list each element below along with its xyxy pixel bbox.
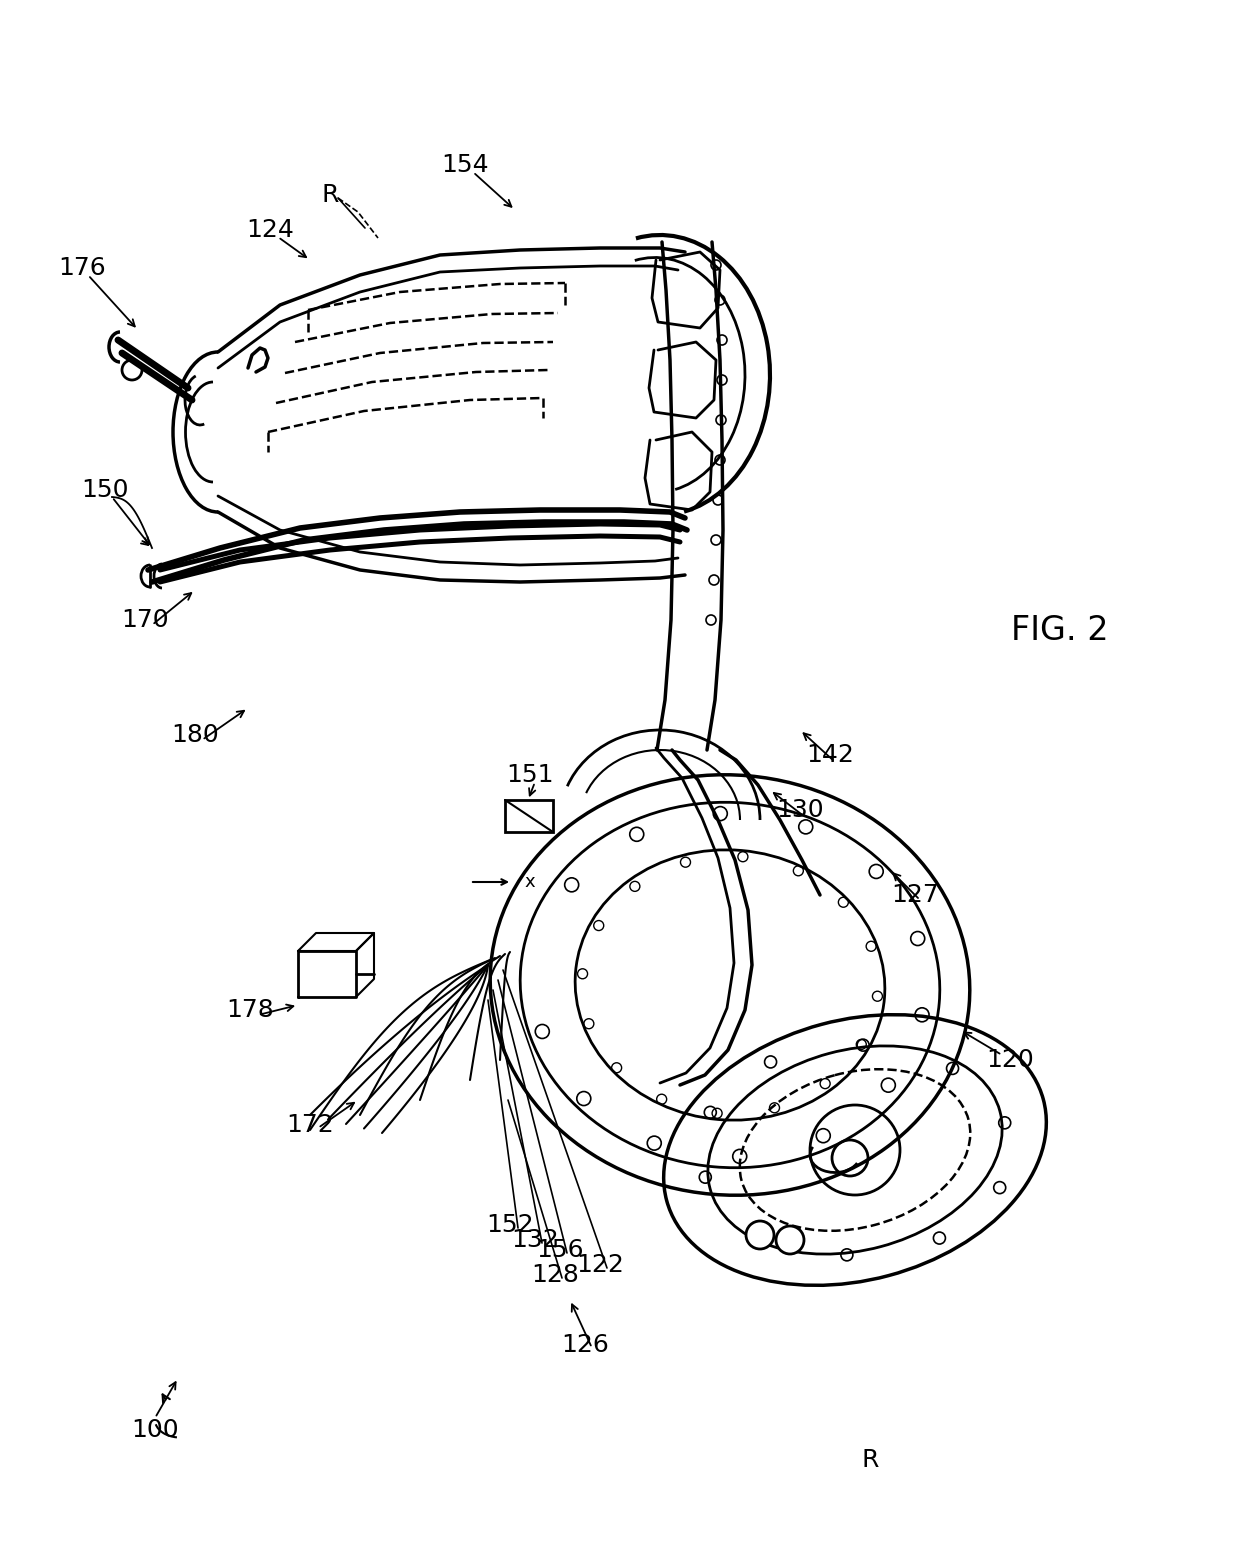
Text: 178: 178	[226, 997, 274, 1022]
Circle shape	[776, 1225, 804, 1255]
Text: 154: 154	[441, 154, 489, 177]
Text: 124: 124	[246, 219, 294, 242]
Text: 127: 127	[892, 883, 939, 907]
Text: 152: 152	[486, 1213, 533, 1238]
Circle shape	[122, 360, 143, 380]
Text: 128: 128	[531, 1263, 579, 1287]
FancyBboxPatch shape	[505, 800, 553, 831]
Text: R: R	[862, 1449, 879, 1472]
Text: 122: 122	[577, 1253, 624, 1276]
Circle shape	[746, 1221, 774, 1249]
Text: 180: 180	[171, 723, 219, 748]
Text: 132: 132	[511, 1228, 559, 1252]
Text: 170: 170	[122, 608, 169, 631]
Text: 156: 156	[536, 1238, 584, 1263]
Text: 142: 142	[806, 743, 854, 768]
Text: x: x	[525, 873, 536, 890]
Text: 151: 151	[506, 763, 554, 786]
Text: 150: 150	[82, 478, 129, 503]
Text: 100: 100	[131, 1418, 179, 1442]
Text: R: R	[321, 183, 339, 206]
Text: 120: 120	[986, 1048, 1034, 1072]
Text: FIG. 2: FIG. 2	[1011, 614, 1109, 647]
Text: 172: 172	[286, 1114, 334, 1137]
Text: 130: 130	[776, 799, 823, 822]
Text: 176: 176	[58, 256, 105, 281]
Text: 126: 126	[560, 1332, 609, 1357]
